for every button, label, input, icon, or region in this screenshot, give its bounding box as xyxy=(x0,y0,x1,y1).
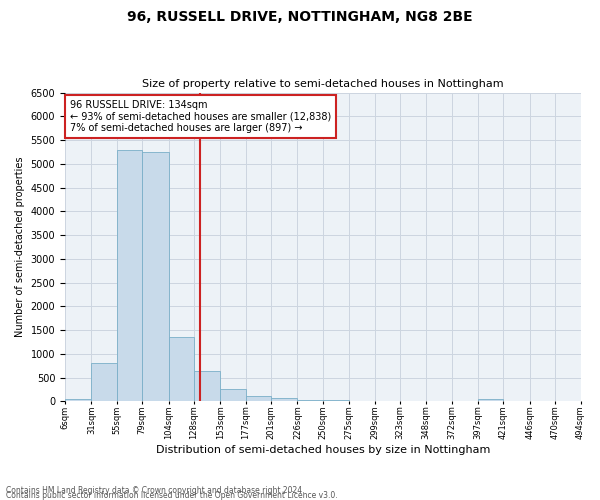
Bar xyxy=(245,396,271,402)
Text: Contains HM Land Registry data © Crown copyright and database right 2024.: Contains HM Land Registry data © Crown c… xyxy=(6,486,305,495)
Bar xyxy=(91,364,117,402)
Title: Size of property relative to semi-detached houses in Nottingham: Size of property relative to semi-detach… xyxy=(142,79,503,89)
Text: 96 RUSSELL DRIVE: 134sqm
← 93% of semi-detached houses are smaller (12,838)
7% o: 96 RUSSELL DRIVE: 134sqm ← 93% of semi-d… xyxy=(70,100,331,134)
Bar xyxy=(65,399,91,402)
Text: Contains public sector information licensed under the Open Government Licence v3: Contains public sector information licen… xyxy=(6,491,338,500)
Bar xyxy=(142,152,169,402)
Bar xyxy=(271,398,298,402)
Y-axis label: Number of semi-detached properties: Number of semi-detached properties xyxy=(15,156,25,337)
Text: 96, RUSSELL DRIVE, NOTTINGHAM, NG8 2BE: 96, RUSSELL DRIVE, NOTTINGHAM, NG8 2BE xyxy=(127,10,473,24)
Bar xyxy=(117,150,142,402)
Bar xyxy=(220,389,245,402)
Bar xyxy=(194,370,220,402)
Bar xyxy=(169,338,194,402)
Bar xyxy=(298,400,323,402)
Bar xyxy=(323,400,349,402)
X-axis label: Distribution of semi-detached houses by size in Nottingham: Distribution of semi-detached houses by … xyxy=(155,445,490,455)
Bar xyxy=(478,399,503,402)
